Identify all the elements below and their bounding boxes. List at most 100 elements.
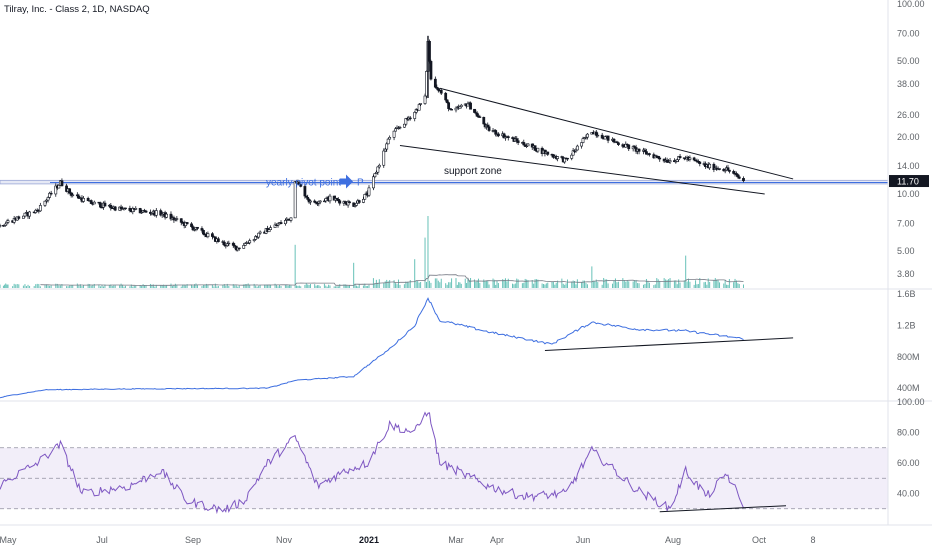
candle-body [318, 200, 322, 203]
volume-bar [182, 284, 184, 288]
volume-bar [476, 280, 478, 288]
candle-body [48, 192, 52, 198]
candle-body [257, 232, 261, 238]
volume-bar [634, 280, 636, 288]
volume-bar [171, 286, 173, 288]
volume-bar [467, 278, 469, 288]
volume-bar [202, 284, 204, 288]
volume-bar [258, 285, 260, 288]
volume-bar [173, 285, 175, 288]
volume-bar [439, 282, 441, 288]
volume-bar [397, 279, 399, 288]
volume-bar [554, 284, 556, 288]
volume-bar [196, 285, 198, 288]
volume-bar [638, 283, 640, 288]
lower-trendline[interactable] [399, 144, 765, 195]
volume-bar [337, 286, 339, 288]
volume-bar [367, 285, 369, 288]
volume-bar [110, 284, 112, 288]
candle-body [231, 242, 235, 246]
volume-bar [460, 283, 462, 288]
price-axis[interactable]: 100.00 70.00 50.00 38.00 26.00 20.00 14.00 10.0… [889, 0, 929, 499]
rsi-band-area [0, 447, 888, 510]
volume-bar [225, 285, 227, 288]
volume-bar [287, 285, 289, 288]
obv-trendline[interactable] [544, 337, 794, 351]
candle-body [82, 198, 85, 202]
price-pane[interactable]: yearly pivot point P support zone Tilray… [0, 4, 889, 288]
candle-body [276, 223, 280, 226]
candle-body [429, 61, 433, 80]
time-axis[interactable]: May Jul Sep Nov 2021 Mar Apr Jun Aug Oct 8 [0, 535, 816, 545]
volume-bar [228, 285, 230, 288]
volume-bar [531, 280, 533, 288]
candle-body [191, 226, 195, 231]
volume-bar [386, 279, 388, 288]
last-price-tag [889, 175, 929, 188]
rsi-pane[interactable] [0, 411, 888, 515]
candle-body [22, 215, 25, 219]
volume-bar [343, 284, 345, 288]
volume-bar [614, 278, 616, 288]
price-tick-label: 100.00 [897, 0, 925, 9]
time-tick-label: Jul [96, 535, 108, 545]
candle-body [645, 151, 648, 155]
volume-bar [308, 285, 310, 288]
candle-body [89, 200, 93, 204]
candle-body [134, 208, 138, 210]
volume-bar [244, 284, 246, 288]
volume-bar [676, 284, 678, 288]
volume-bar [675, 280, 677, 288]
candle-body [23, 212, 27, 217]
volume-bar [0, 284, 1, 288]
volume-bar [576, 279, 578, 288]
obv-series [0, 297, 794, 399]
volume-bar [135, 285, 137, 288]
candle-body [362, 198, 365, 203]
volume-bar [207, 284, 209, 288]
candle-body [242, 245, 246, 249]
rsi-trendline[interactable] [659, 505, 787, 513]
volume-bar [493, 279, 495, 288]
volume-bar [565, 283, 567, 288]
candle-body [612, 138, 616, 143]
volume-bar [300, 286, 302, 288]
rsi-line[interactable] [0, 411, 744, 515]
volume-bar [527, 280, 529, 288]
candle-body [210, 233, 214, 237]
candle-body [726, 167, 730, 171]
obv-line[interactable] [0, 297, 744, 399]
volume-bar [543, 284, 545, 288]
volume-bar [316, 285, 318, 288]
candle-body [522, 142, 526, 146]
volume-bar [377, 282, 379, 288]
volume-bar [513, 284, 515, 288]
symbol-title: Tilray, Inc. - Class 2, 1D, NASDAQ [4, 4, 150, 15]
candle-body [408, 117, 412, 120]
volume-bar [344, 284, 346, 288]
upper-trendline[interactable] [439, 87, 794, 180]
candle-body [149, 211, 152, 214]
candle-body [372, 176, 375, 189]
volume-bar [502, 279, 504, 288]
volume-bar [185, 285, 187, 288]
candle-body [736, 174, 740, 178]
volume-bar [246, 284, 248, 288]
candle-body [124, 207, 127, 210]
volume-bar [144, 285, 146, 288]
candle-body [113, 206, 117, 211]
volume-bar [174, 283, 176, 288]
candle-body [46, 197, 50, 201]
candle-body [227, 242, 231, 245]
volume-bar [247, 283, 249, 288]
volume-bar [16, 284, 18, 288]
obv-pane[interactable] [0, 297, 794, 399]
volume-bar [66, 286, 68, 288]
volume-bar [544, 284, 546, 288]
candle-body [742, 178, 745, 182]
candle-body [515, 138, 519, 142]
volume-bar [512, 283, 514, 288]
candle-body [71, 194, 75, 196]
candle-body [627, 144, 631, 150]
volume-bar [635, 279, 637, 288]
